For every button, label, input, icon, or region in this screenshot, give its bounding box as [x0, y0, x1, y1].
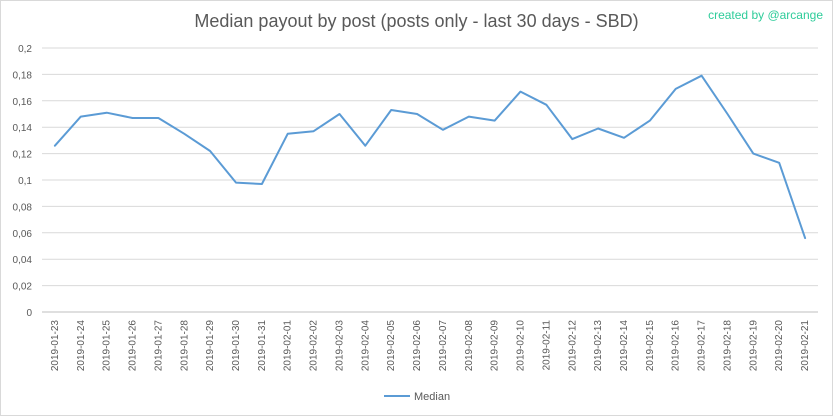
- x-tick-label: 2019-02-12: [567, 320, 578, 372]
- x-tick-label: 2019-01-26: [128, 320, 139, 372]
- legend: Median: [384, 391, 450, 403]
- y-tick-label: 0,18: [13, 70, 33, 81]
- gridlines: [42, 47, 818, 313]
- x-axis-ticks: 2019-01-23 2019-01-24 2019-01-25 2019-01-26…: [50, 320, 811, 372]
- x-tick-label: 2019-01-28: [179, 320, 190, 372]
- y-tick-label: 0,04: [13, 255, 33, 266]
- x-tick-label: 2019-02-18: [722, 320, 733, 372]
- y-tick-label: 0,14: [13, 123, 33, 134]
- x-tick-label: 2019-02-10: [516, 320, 527, 372]
- y-tick-label: 0,12: [13, 150, 33, 161]
- y-axis-ticks: 0 0,02 0,04 0,06 0,08 0,1 0,12 0,14 0,16 0,18 0,2: [13, 44, 33, 319]
- x-tick-label: 2019-02-20: [774, 320, 785, 372]
- x-tick-label: 2019-01-24: [76, 320, 87, 372]
- legend-label-median: Median: [414, 391, 450, 403]
- x-tick-label: 2019-02-17: [697, 320, 708, 372]
- x-tick-label: 2019-02-06: [412, 320, 423, 372]
- x-tick-label: 2019-01-23: [50, 320, 61, 372]
- x-tick-label: 2019-01-29: [205, 320, 216, 372]
- x-tick-label: 2019-02-15: [645, 320, 656, 372]
- x-tick-label: 2019-02-03: [334, 320, 345, 372]
- x-tick-label: 2019-01-31: [257, 320, 268, 372]
- y-tick-label: 0,1: [18, 176, 32, 187]
- x-tick-label: 2019-02-01: [283, 320, 294, 372]
- y-tick-label: 0,02: [13, 282, 33, 293]
- x-tick-label: 2019-01-25: [102, 320, 113, 372]
- series-layer: [53, 74, 807, 240]
- y-tick-label: 0,2: [18, 44, 32, 55]
- series-line-median: [53, 74, 807, 240]
- x-tick-label: 2019-01-30: [231, 320, 242, 372]
- x-tick-label: 2019-02-13: [593, 320, 604, 372]
- x-tick-label: 2019-02-11: [541, 320, 552, 371]
- x-tick-label: 2019-02-04: [360, 320, 371, 372]
- x-tick-label: 2019-02-05: [386, 320, 397, 372]
- y-tick-label: 0: [26, 308, 32, 319]
- x-tick-label: 2019-02-09: [490, 320, 501, 372]
- x-tick-label: 2019-02-19: [748, 320, 759, 372]
- x-tick-label: 2019-02-07: [438, 320, 449, 372]
- chart-title: Median payout by post (posts only - last…: [194, 11, 639, 31]
- x-tick-label: 2019-02-21: [800, 320, 811, 372]
- y-tick-label: 0,06: [13, 229, 33, 240]
- x-tick-label: 2019-02-08: [464, 320, 475, 372]
- x-tick-label: 2019-02-02: [309, 320, 320, 372]
- x-tick-label: 2019-01-27: [153, 320, 164, 372]
- watermark: created by @arcange: [708, 8, 823, 22]
- x-tick-label: 2019-02-14: [619, 320, 630, 372]
- x-tick-label: 2019-02-16: [671, 320, 682, 372]
- y-tick-label: 0,08: [13, 202, 33, 213]
- y-tick-label: 0,16: [13, 97, 33, 108]
